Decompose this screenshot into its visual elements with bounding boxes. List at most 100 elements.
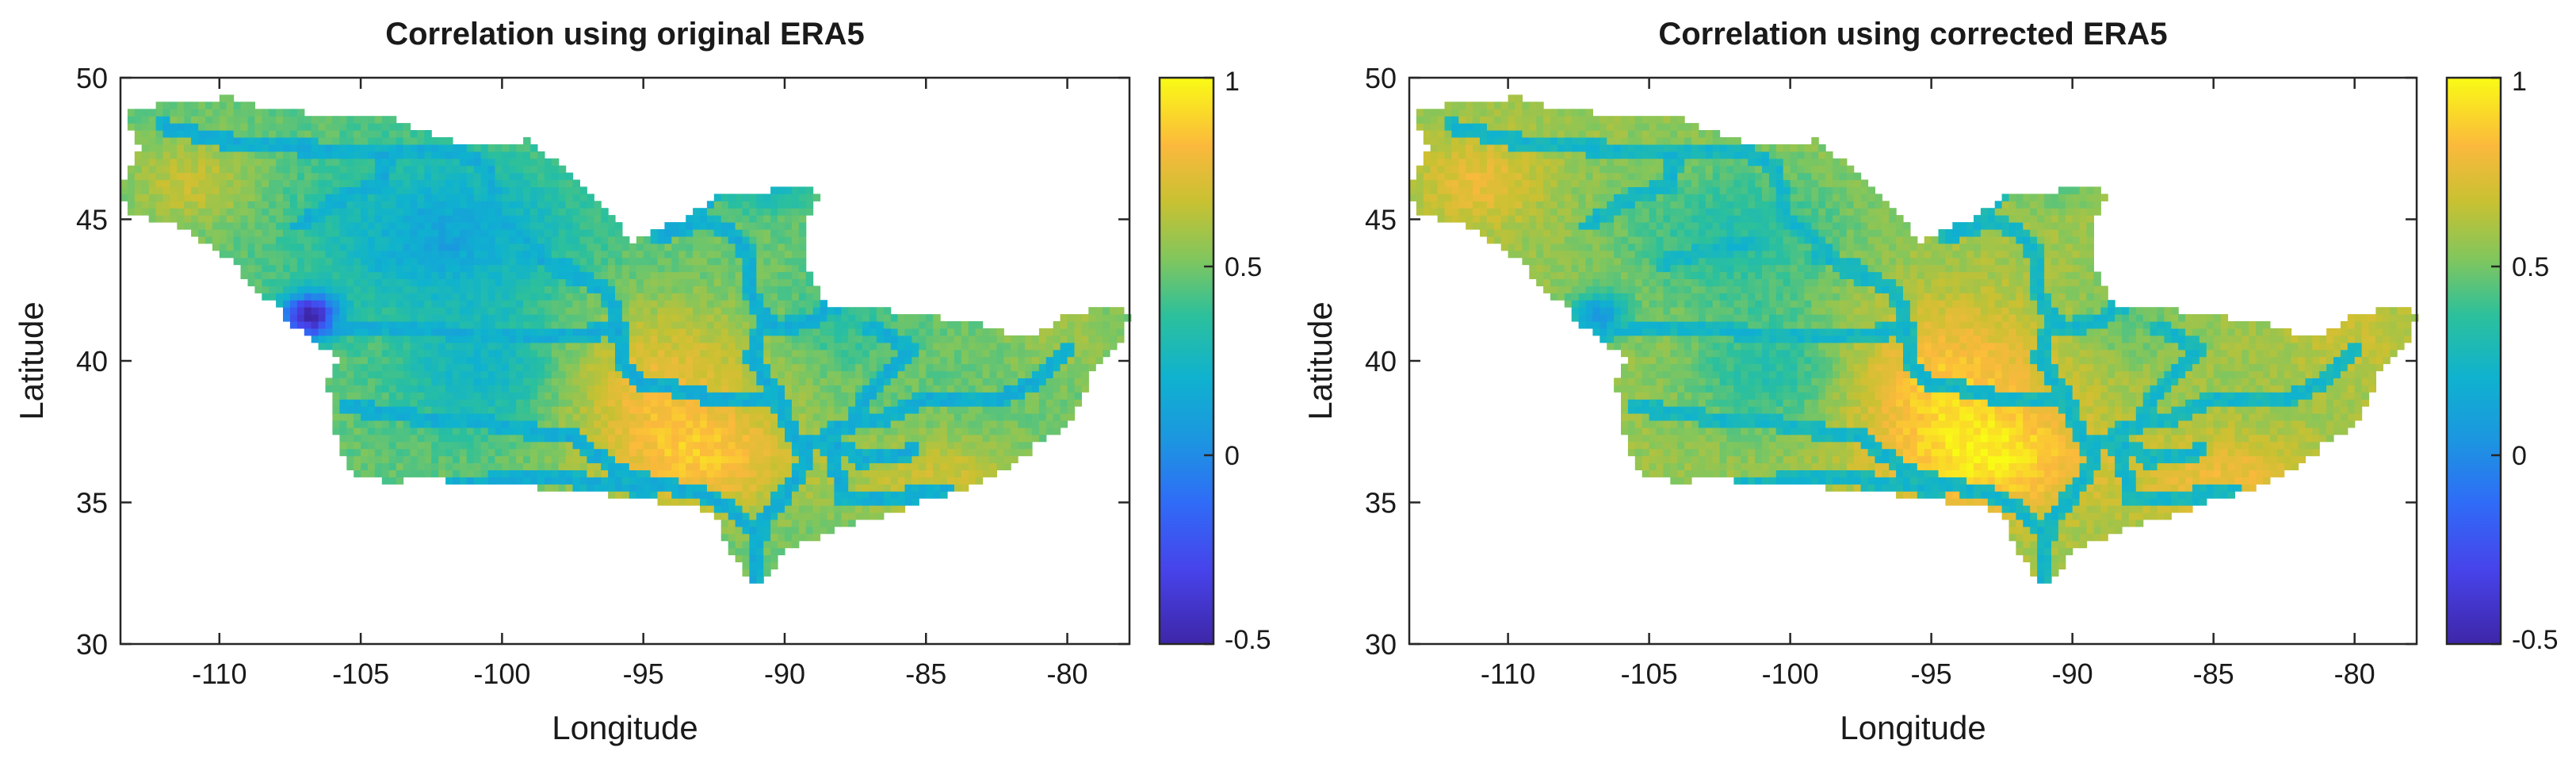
heatmap-cell — [919, 370, 927, 378]
heatmap-cell — [713, 201, 722, 209]
heatmap-cell — [1067, 392, 1076, 400]
heatmap-cell — [587, 420, 594, 428]
heatmap-cell — [162, 208, 170, 216]
heatmap-cell — [396, 470, 404, 477]
heatmap-cell — [304, 264, 312, 273]
heatmap-cell — [1416, 179, 1424, 187]
heatmap-cell — [791, 434, 800, 443]
heatmap-cell — [269, 144, 277, 152]
heatmap-cell — [629, 392, 637, 400]
heatmap-cell — [657, 300, 665, 308]
heatmap-cell — [480, 179, 489, 187]
heatmap-cell — [565, 441, 574, 450]
heatmap-cell — [509, 271, 517, 279]
heatmap-cell — [410, 406, 418, 414]
heatmap-cell — [601, 406, 609, 414]
heatmap-cell — [968, 455, 977, 464]
heatmap-cell — [954, 378, 962, 385]
heatmap-cell — [579, 293, 587, 301]
heatmap-cell — [396, 250, 404, 259]
heatmap-cell — [601, 356, 609, 365]
heatmap-cell — [756, 491, 764, 499]
heatmap-cell — [495, 194, 503, 201]
heatmap-cell — [304, 208, 312, 216]
heatmap-cell — [1416, 186, 1424, 194]
heatmap-cell — [961, 448, 969, 457]
heatmap-cell — [438, 236, 446, 244]
heatmap-cell — [996, 406, 1004, 414]
heatmap-cell — [1067, 335, 1076, 343]
heatmap-cell — [1430, 144, 1439, 152]
heatmap-cell — [756, 286, 764, 293]
heatmap-cell — [1003, 385, 1011, 393]
heatmap-cell — [388, 448, 397, 457]
heatmap-cell — [601, 243, 609, 251]
heatmap-cell — [720, 215, 729, 223]
heatmap-cell — [671, 271, 679, 279]
heatmap-cell — [396, 257, 404, 266]
heatmap-cell — [890, 328, 899, 336]
heatmap-cell — [862, 363, 870, 372]
heatmap-cell — [1451, 144, 1459, 152]
heatmap-cell — [170, 186, 178, 194]
heatmap-cell — [785, 448, 793, 457]
heatmap-cell — [466, 271, 475, 279]
heatmap-cell — [502, 208, 510, 216]
heatmap-cell — [989, 441, 997, 450]
heatmap-cell — [459, 462, 468, 470]
heatmap-cell — [954, 342, 962, 351]
heatmap-cell — [254, 229, 262, 237]
heatmap-cell — [346, 278, 354, 286]
heatmap-cell — [1437, 109, 1446, 117]
heatmap-cell — [431, 441, 439, 450]
heatmap-cell — [480, 151, 489, 159]
heatmap-cell — [869, 314, 877, 322]
heatmap-cell — [438, 462, 446, 470]
heatmap-cell — [587, 399, 594, 407]
heatmap-cell — [388, 392, 397, 400]
heatmap-cell — [410, 250, 418, 259]
heatmap-cell — [629, 363, 637, 372]
heatmap-cell — [686, 470, 694, 477]
heatmap-cell — [869, 505, 877, 513]
heatmap-cell — [693, 420, 701, 428]
heatmap-cell — [388, 250, 397, 259]
heatmap-cell — [311, 151, 319, 159]
heatmap-cell — [410, 385, 418, 393]
heatmap-cell — [735, 554, 743, 562]
heatmap-cell — [812, 505, 821, 513]
heatmap-cell — [982, 342, 991, 351]
heatmap-cell — [233, 137, 242, 145]
heatmap-cell — [728, 307, 736, 315]
heatmap-cell — [1032, 363, 1040, 372]
heatmap-cell — [565, 370, 574, 378]
heatmap-cell — [820, 420, 827, 428]
heatmap-cell — [693, 399, 701, 407]
heatmap-cell — [933, 392, 941, 400]
heatmap-cell — [735, 470, 743, 477]
heatmap-cell — [247, 172, 255, 181]
heatmap-cell — [601, 455, 609, 464]
heatmap-cell — [876, 335, 885, 343]
heatmap-cell — [785, 250, 793, 259]
heatmap-cell — [876, 342, 885, 351]
heatmap-cell — [890, 491, 899, 499]
heatmap-cell — [798, 208, 807, 216]
heatmap-cell — [735, 321, 743, 329]
heatmap-cell — [346, 413, 354, 421]
heatmap-cell — [650, 307, 659, 315]
heatmap-cell — [396, 179, 404, 187]
heatmap-cell — [516, 286, 524, 293]
heatmap-cell — [629, 406, 637, 414]
heatmap-cell — [841, 413, 849, 421]
heatmap-cell — [325, 165, 333, 174]
heatmap-cell — [862, 321, 870, 329]
heatmap-cell — [1018, 441, 1026, 450]
heatmap-cell — [1025, 363, 1033, 372]
heatmap-cell — [989, 434, 997, 443]
heatmap-cell — [453, 165, 461, 174]
heatmap-cell — [233, 186, 242, 194]
heatmap-cell — [495, 186, 503, 194]
heatmap-cell — [480, 236, 489, 244]
heatmap-cell — [820, 321, 827, 329]
